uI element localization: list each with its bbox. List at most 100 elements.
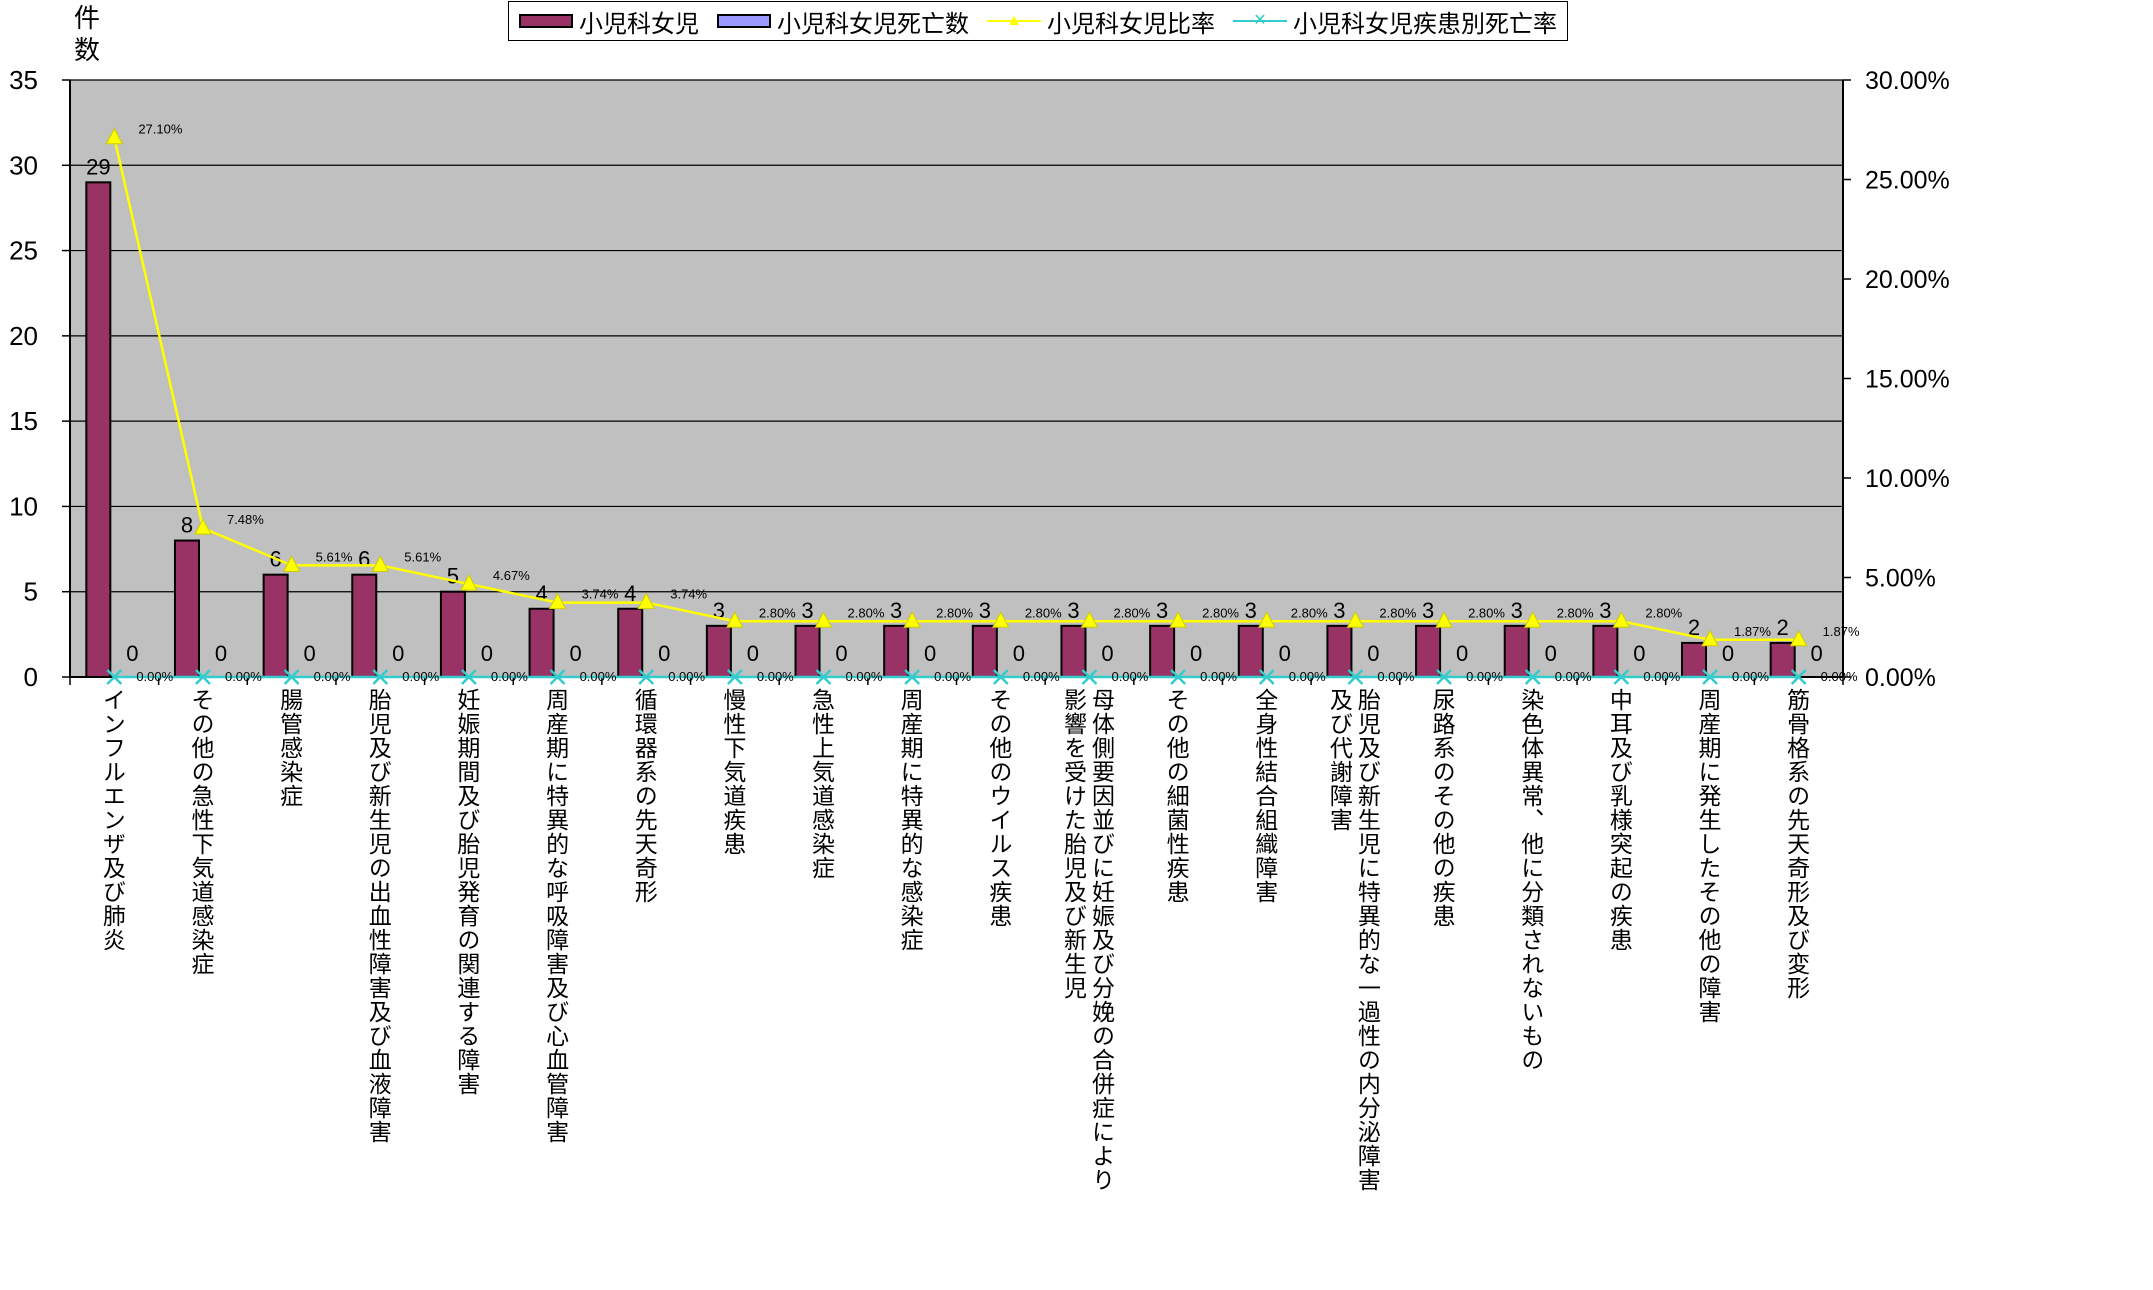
bar-girls	[1769, 641, 1796, 679]
bar-label-deaths: 0	[1013, 641, 1025, 666]
x-marker	[1790, 669, 1807, 685]
legend-label-bar2: 小児科女児死亡数	[777, 10, 969, 38]
legend-item-line2: ✕ 小児科女児疾患別死亡率	[1233, 4, 1557, 39]
bar-label-girls: 3	[801, 598, 813, 623]
plot-area	[69, 79, 1844, 678]
legend-label-line2: 小児科女児疾患別死亡率	[1293, 10, 1557, 38]
mortality-label: 0.00%	[846, 669, 883, 684]
x-marker	[1081, 669, 1098, 685]
triangle-marker	[548, 592, 567, 610]
bar-label-deaths: 0	[1101, 641, 1113, 666]
bar-label-deaths: 0	[1367, 641, 1379, 666]
x-category-label: 急性上気道感染症	[808, 688, 835, 880]
chart-legend: 小児科女児 小児科女児死亡数 ▲ 小児科女児比率 ✕ 小児科女児疾患別死亡率	[508, 1, 1568, 41]
mortality-label: 0.00%	[1289, 669, 1326, 684]
bar-label-deaths: 0	[126, 641, 138, 666]
bar-label-girls: 4	[535, 581, 547, 606]
bar-label-deaths: 0	[747, 641, 759, 666]
y-tick-label: 5	[24, 577, 38, 607]
ratio-label: 27.10%	[138, 122, 183, 137]
bar-label-girls: 5	[447, 564, 459, 589]
triangle-marker	[726, 611, 744, 628]
x-category-label: 筋骨格系の先天奇形及び変形	[1783, 688, 1810, 1000]
y2-tick-label: 0.00%	[1865, 664, 1936, 692]
bar-label-girls: 3	[1599, 598, 1611, 623]
x-marker	[106, 669, 123, 685]
y-axis-title: 件数	[74, 3, 101, 65]
bar-girls	[85, 181, 112, 678]
bar-girls	[705, 624, 732, 678]
triangle-marker	[1346, 611, 1365, 628]
bar-label-girls: 3	[979, 598, 991, 623]
mortality-label: 0.00%	[1732, 669, 1769, 684]
triangle-marker	[1257, 611, 1276, 628]
bar-label-girls: 3	[1511, 598, 1523, 623]
y2-tick-label: 15.00%	[1865, 366, 1950, 394]
ratio-label: 1.87%	[1734, 624, 1771, 639]
bar-label-girls: 29	[86, 154, 110, 179]
mortality-label: 0.00%	[225, 669, 262, 684]
x-marker	[1436, 669, 1452, 685]
bar-girls	[351, 573, 378, 679]
bar-girls	[1681, 641, 1708, 679]
bar-label-girls: 6	[358, 547, 370, 572]
bar-label-deaths: 0	[1722, 641, 1734, 666]
ratio-label: 3.74%	[582, 587, 619, 602]
x-marker	[904, 669, 921, 685]
mortality-label: 0.00%	[1023, 669, 1060, 684]
triangle-marker	[1701, 629, 1719, 647]
bar-label-deaths: 0	[1633, 641, 1645, 666]
ratio-label: 5.61%	[316, 549, 353, 564]
ratio-label: 2.80%	[1379, 605, 1416, 620]
x-category-label: インフルエンザ及び肺炎	[99, 688, 126, 952]
line-ratio	[113, 137, 1799, 642]
legend-item-bar1: 小児科女児	[519, 4, 699, 39]
bar-label-deaths: 0	[835, 641, 847, 666]
bar-label-deaths: 0	[924, 641, 936, 666]
x-marker	[726, 669, 743, 685]
legend-item-line1: ▲ 小児科女児比率	[987, 4, 1215, 39]
y2-tick-label: 25.00%	[1865, 167, 1950, 195]
bar-girls	[1060, 624, 1087, 678]
ratio-label: 2.80%	[936, 605, 973, 620]
ratio-label: 2.80%	[759, 605, 796, 620]
bar-label-deaths: 0	[658, 641, 670, 666]
bar-girls	[883, 624, 910, 678]
x-marker	[815, 669, 832, 685]
x-marker	[1524, 669, 1541, 685]
legend-swatch-bar2	[717, 14, 771, 28]
x-marker	[1702, 669, 1718, 685]
bar-girls	[262, 573, 289, 679]
legend-swatch-line2: ✕	[1233, 11, 1287, 31]
bar-label-deaths: 0	[1811, 641, 1823, 666]
bar-label-girls: 8	[181, 513, 193, 538]
bar-label-deaths: 0	[304, 641, 316, 666]
y-tick-label: 15	[9, 406, 38, 436]
triangle-marker	[1612, 611, 1631, 628]
x-marker	[1170, 669, 1187, 685]
x-marker	[1347, 669, 1364, 685]
x-category-label: 周産期に発生したその他の障害	[1695, 688, 1722, 1024]
bar-label-girls: 3	[1333, 598, 1345, 623]
ratio-label: 2.80%	[1025, 605, 1062, 620]
x-category-label: その他の細菌性疾患	[1163, 688, 1190, 904]
mortality-label: 0.00%	[1200, 669, 1237, 684]
bar-label-girls: 3	[890, 598, 902, 623]
mortality-label: 0.00%	[580, 669, 617, 684]
mortality-label: 0.00%	[1466, 669, 1503, 684]
y-tick-label: 25	[9, 236, 38, 266]
y2-tick-label: 10.00%	[1865, 465, 1950, 493]
x-marker	[638, 669, 655, 685]
x-category-label: 腸管感染症	[276, 688, 303, 808]
bar-label-deaths: 0	[1279, 641, 1291, 666]
legend-swatch-bar1	[519, 14, 573, 28]
x-category-label: 胎児及び新生児の出血性障害及び血液障害	[365, 688, 392, 1144]
ratio-label: 2.80%	[1202, 605, 1239, 620]
ratio-label: 5.61%	[404, 549, 441, 564]
bar-label-girls: 4	[624, 581, 636, 606]
x-category-label: 妊娠期間及び胎児発育の関連する障害	[453, 688, 480, 1096]
triangle-marker	[194, 518, 212, 535]
bar-label-girls: 2	[1688, 615, 1700, 640]
x-category-label: その他の急性下気道感染症	[187, 688, 214, 976]
x-marker	[283, 669, 300, 685]
